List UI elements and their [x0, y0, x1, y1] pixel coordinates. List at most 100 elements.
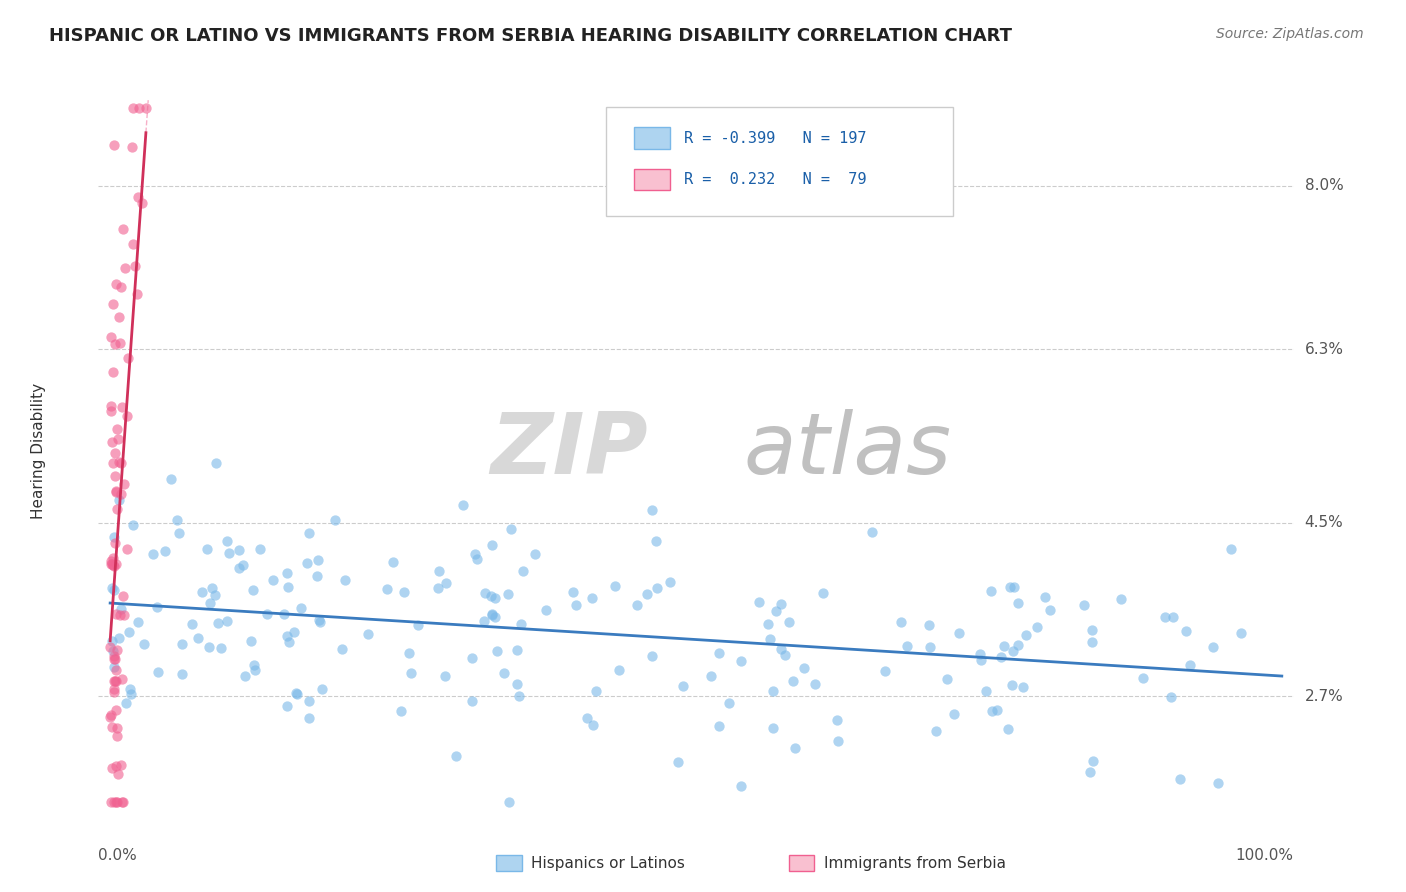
Point: [986, 703, 1008, 717]
Point: [998, 580, 1021, 594]
Point: [217, 534, 239, 549]
Point: [112, 608, 135, 623]
Point: [389, 704, 412, 718]
Text: 8.0%: 8.0%: [1305, 178, 1343, 193]
Point: [201, 581, 224, 595]
Point: [127, 286, 149, 301]
Point: [107, 455, 129, 469]
Point: [242, 657, 264, 672]
Point: [276, 566, 298, 581]
Point: [644, 534, 666, 549]
Point: [262, 573, 284, 587]
Point: [640, 503, 662, 517]
Bar: [634, 128, 669, 149]
Point: [117, 351, 139, 365]
Point: [707, 646, 730, 660]
Point: [103, 659, 125, 673]
Point: [107, 432, 129, 446]
Point: [427, 564, 450, 578]
Point: [284, 686, 307, 700]
Point: [132, 637, 155, 651]
Point: [104, 337, 127, 351]
Point: [1081, 623, 1104, 637]
Point: [101, 435, 124, 450]
Point: [108, 631, 131, 645]
Point: [474, 586, 496, 600]
Point: [104, 607, 127, 621]
Point: [283, 625, 305, 640]
Point: [285, 687, 308, 701]
Point: [146, 600, 169, 615]
Point: [935, 672, 957, 686]
Point: [105, 703, 128, 717]
Point: [381, 555, 404, 569]
Point: [896, 639, 918, 653]
Point: [811, 585, 834, 599]
Point: [707, 719, 730, 733]
Point: [1081, 754, 1104, 768]
Point: [111, 795, 134, 809]
Point: [993, 639, 1015, 653]
Point: [101, 551, 124, 566]
Point: [118, 625, 141, 640]
Point: [233, 669, 256, 683]
Point: [172, 667, 194, 681]
Point: [104, 277, 127, 291]
Point: [242, 583, 264, 598]
Point: [942, 707, 965, 722]
Point: [765, 604, 787, 618]
Point: [104, 674, 127, 689]
Point: [1160, 690, 1182, 704]
Point: [101, 633, 124, 648]
Point: [124, 259, 146, 273]
Point: [1033, 591, 1056, 605]
Point: [762, 683, 785, 698]
Point: [333, 574, 356, 588]
Point: [142, 547, 165, 561]
Point: [131, 196, 153, 211]
Point: [392, 585, 415, 599]
Point: [103, 674, 125, 689]
Point: [107, 310, 129, 324]
Point: [890, 615, 912, 629]
Point: [918, 618, 941, 632]
Point: [718, 696, 741, 710]
Text: ZIP: ZIP: [491, 409, 648, 492]
Point: [105, 483, 128, 498]
Point: [464, 547, 486, 561]
Point: [1229, 626, 1251, 640]
Point: [582, 717, 605, 731]
Point: [509, 617, 531, 632]
Point: [1153, 609, 1175, 624]
Point: [105, 721, 128, 735]
Point: [479, 589, 502, 603]
Point: [198, 596, 221, 610]
Point: [1163, 610, 1185, 624]
Point: [997, 723, 1019, 737]
Point: [249, 541, 271, 556]
Point: [105, 795, 128, 809]
Text: R =  0.232   N =  79: R = 0.232 N = 79: [685, 172, 866, 187]
Point: [204, 588, 226, 602]
Point: [1001, 678, 1024, 692]
Point: [104, 795, 127, 809]
Point: [103, 559, 125, 574]
Point: [103, 469, 125, 483]
Point: [523, 547, 546, 561]
Point: [974, 683, 997, 698]
Point: [128, 102, 150, 116]
Point: [461, 694, 484, 708]
Point: [323, 513, 346, 527]
Point: [108, 607, 131, 622]
Point: [100, 330, 122, 344]
Point: [110, 757, 132, 772]
Point: [581, 591, 603, 605]
FancyBboxPatch shape: [606, 107, 953, 216]
Point: [561, 584, 583, 599]
Point: [308, 615, 330, 630]
Point: [181, 617, 204, 632]
Point: [1081, 635, 1104, 649]
Point: [112, 795, 135, 809]
Text: atlas: atlas: [744, 409, 952, 492]
Point: [666, 756, 689, 770]
